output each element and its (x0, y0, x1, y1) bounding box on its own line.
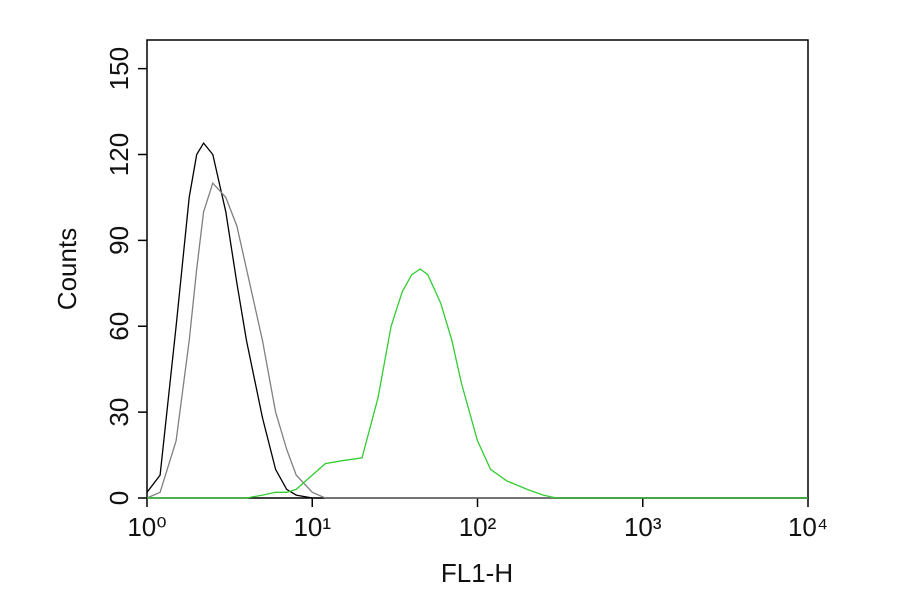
series-line (146, 181, 808, 499)
x-tick-label: 10² (459, 512, 497, 542)
x-tick-label: 10⁴ (788, 512, 828, 542)
y-tick-label: 60 (104, 312, 134, 341)
series-line (146, 141, 808, 499)
x-axis-title: FL1-H (441, 558, 513, 588)
y-axis-title: Counts (52, 228, 82, 310)
series-line (147, 268, 808, 499)
x-tick-label: 10¹ (293, 512, 331, 542)
x-tick-label: 10⁰ (127, 512, 166, 542)
y-tick-label: 30 (104, 398, 134, 427)
x-tick-label: 10³ (624, 512, 662, 542)
y-tick-label: 90 (104, 226, 134, 255)
y-tick-label: 150 (104, 47, 134, 90)
y-tick-label: 0 (104, 491, 134, 505)
y-tick-label: 120 (104, 133, 134, 176)
